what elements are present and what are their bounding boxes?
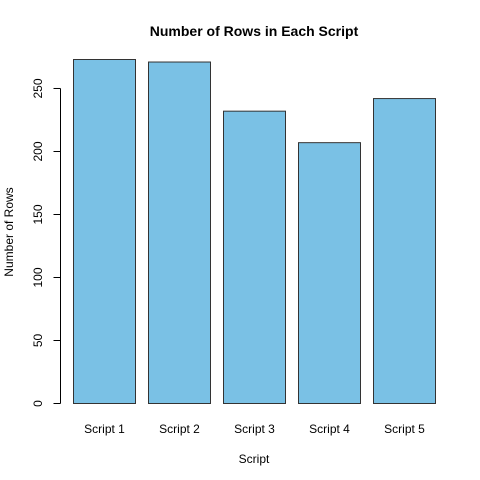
x-tick-label: Script 1 — [84, 422, 125, 436]
y-tick-label: 150 — [31, 204, 45, 224]
y-axis: 0 50 100 150 200 250 — [31, 78, 61, 407]
bars-group — [73, 59, 436, 405]
chart-title: Number of Rows in Each Script — [150, 23, 359, 39]
bar-1 — [73, 59, 136, 404]
bar-3 — [223, 110, 286, 405]
bar-4 — [298, 142, 361, 405]
x-axis-label: Script — [239, 452, 270, 466]
x-tick-labels: Script 1 Script 2 Script 3 Script 4 Script 5 — [84, 422, 425, 436]
y-tick-label: 250 — [31, 78, 45, 98]
x-tick-label: Script 5 — [384, 422, 425, 436]
y-tick-label: 200 — [31, 141, 45, 161]
x-tick-label: Script 3 — [234, 422, 275, 436]
x-tick-label: Script 4 — [309, 422, 350, 436]
bar-5 — [373, 98, 436, 405]
y-tick-label: 100 — [31, 267, 45, 287]
x-tick-label: Script 2 — [159, 422, 200, 436]
y-tick-label: 0 — [31, 400, 45, 407]
y-axis-label: Number of Rows — [2, 187, 16, 276]
bar-2 — [148, 61, 211, 405]
y-tick-label: 50 — [31, 334, 45, 348]
